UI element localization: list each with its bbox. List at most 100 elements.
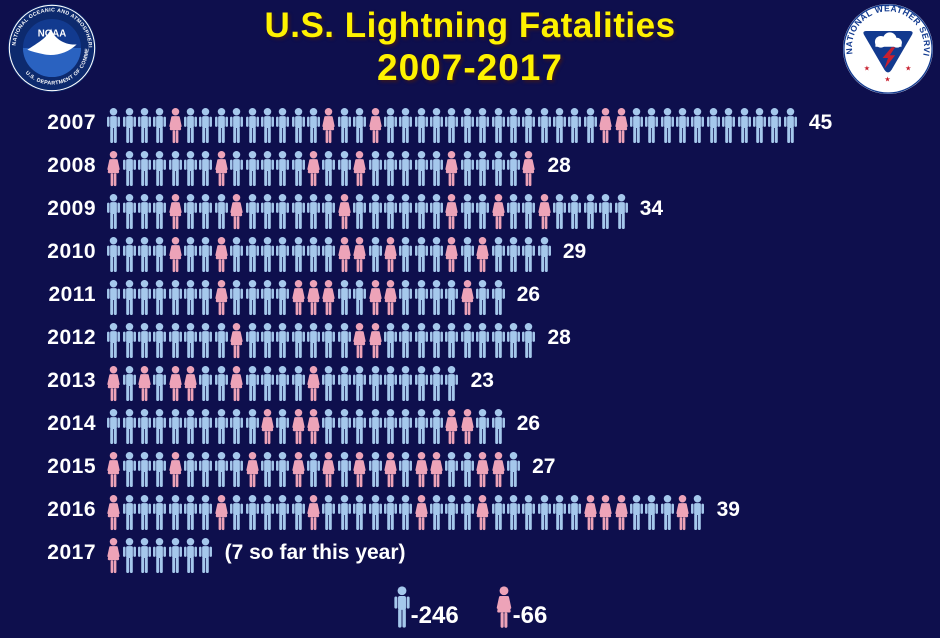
female-person-icon (169, 451, 182, 488)
male-person-icon (184, 322, 198, 359)
male-person-icon (583, 107, 597, 144)
male-person-icon (153, 193, 167, 230)
male-person-icon (199, 236, 213, 273)
male-person-icon (476, 150, 490, 187)
male-person-icon (260, 365, 274, 402)
male-person-icon (107, 193, 121, 230)
male-person-icon (122, 150, 136, 187)
page-subtitle: 2007-2017 (377, 47, 563, 89)
male-person-icon (414, 322, 428, 359)
male-person-icon (476, 408, 490, 445)
year-label: 2016 (47, 497, 96, 521)
female-person-icon (292, 451, 305, 488)
female-person-icon (261, 408, 274, 445)
female-person-icon (384, 279, 397, 316)
male-person-icon (337, 279, 351, 316)
male-person-icon (430, 408, 444, 445)
year-label: 2009 (47, 196, 96, 220)
nws-star-left-icon: ★ (864, 64, 870, 73)
year-row-2012: 2012 28 (0, 316, 832, 359)
male-person-icon (153, 494, 167, 531)
male-person-icon (430, 150, 444, 187)
male-person-icon (307, 107, 321, 144)
female-person-icon (430, 451, 443, 488)
male-person-icon (629, 107, 643, 144)
male-person-icon (645, 494, 659, 531)
female-person-icon (169, 107, 182, 144)
female-person-icon (322, 279, 336, 316)
male-person-icon (107, 236, 121, 273)
male-person-icon (399, 365, 413, 402)
male-person-icon (276, 150, 290, 187)
male-person-icon (245, 365, 259, 402)
male-person-icon (445, 494, 459, 531)
year-row-2017: 2017 (7 so far this year) (0, 531, 832, 574)
male-person-icon (660, 107, 674, 144)
male-person-icon (491, 494, 505, 531)
female-person-icon (215, 279, 228, 316)
male-person-icon (460, 494, 474, 531)
fatality-icons (106, 451, 521, 488)
male-person-icon (460, 236, 474, 273)
male-person-icon (414, 193, 428, 230)
fatality-icons (106, 494, 706, 531)
male-person-icon (614, 193, 628, 230)
male-person-icon (430, 236, 444, 273)
male-person-icon (168, 150, 182, 187)
male-person-icon (337, 150, 351, 187)
nws-lightning-bolt-icon (882, 47, 896, 69)
legend-female-icon-slot (495, 586, 513, 628)
male-person-icon (460, 107, 474, 144)
male-person-icon (214, 451, 228, 488)
male-person-icon (599, 193, 613, 230)
male-person-icon (414, 408, 428, 445)
female-person-icon (353, 451, 366, 488)
male-person-icon (276, 193, 290, 230)
male-person-icon (153, 537, 167, 574)
female-person-icon (107, 494, 120, 531)
male-person-icon (137, 537, 151, 574)
female-person-icon (676, 494, 689, 531)
male-person-icon (476, 322, 490, 359)
female-person-icon (384, 236, 397, 273)
male-person-icon (199, 494, 213, 531)
male-person-icon (383, 494, 397, 531)
male-person-icon (153, 322, 167, 359)
nws-logo: NATIONAL WEATHER SERVICE ★ ★ ★ (843, 4, 933, 94)
female-person-icon (169, 365, 182, 402)
male-person-icon (537, 494, 551, 531)
male-person-icon (383, 150, 397, 187)
page-title: U.S. Lightning Fatalities (264, 6, 676, 45)
male-person-icon (568, 107, 582, 144)
male-person-icon (184, 537, 198, 574)
male-person-icon (399, 150, 413, 187)
noaa-seabird-icon (27, 28, 77, 56)
male-person-icon (122, 451, 136, 488)
male-person-icon (260, 322, 274, 359)
count-label: 28 (547, 153, 571, 177)
female-person-icon (215, 494, 228, 531)
count-label: 45 (808, 110, 833, 134)
male-person-icon (783, 107, 797, 144)
male-person-icon (383, 193, 397, 230)
female-person-icon (445, 150, 459, 187)
male-person-icon (491, 408, 505, 445)
male-person-icon (122, 494, 136, 531)
fatality-icons (106, 107, 798, 144)
female-person-icon (138, 365, 151, 402)
male-person-icon (476, 107, 490, 144)
male-person-icon (353, 494, 367, 531)
male-person-icon (691, 107, 705, 144)
male-person-icon (491, 150, 505, 187)
male-person-icon (460, 322, 474, 359)
male-person-icon (368, 365, 382, 402)
female-person-icon (169, 193, 182, 230)
male-person-icon (476, 279, 490, 316)
male-person-icon (383, 365, 397, 402)
male-person-icon (199, 107, 213, 144)
female-person-icon (292, 279, 305, 316)
male-person-icon (153, 236, 167, 273)
female-person-icon (384, 451, 397, 488)
female-person-icon (445, 408, 459, 445)
male-person-icon (260, 107, 274, 144)
